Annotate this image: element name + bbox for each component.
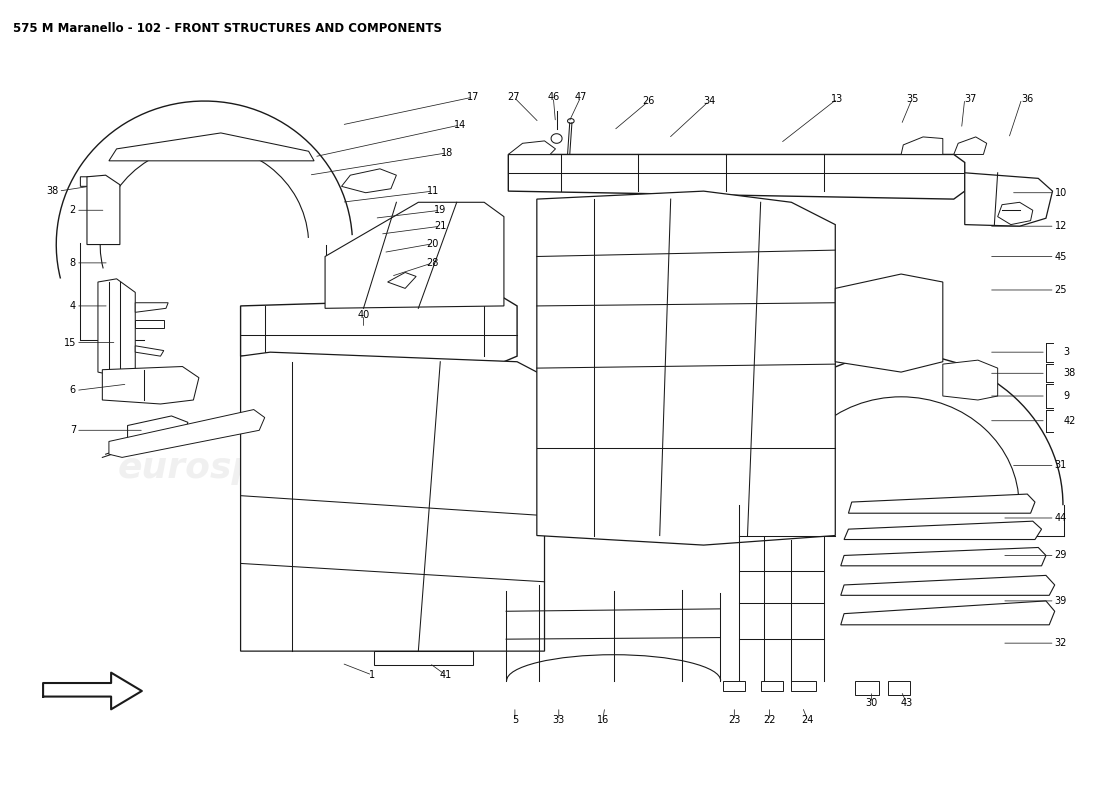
Text: 17: 17	[468, 92, 480, 102]
Polygon shape	[508, 154, 965, 199]
Polygon shape	[341, 169, 396, 193]
Text: 16: 16	[596, 715, 608, 726]
Polygon shape	[901, 137, 943, 154]
Polygon shape	[998, 202, 1033, 225]
Text: eurospares: eurospares	[118, 450, 346, 485]
Polygon shape	[241, 352, 544, 651]
Text: 23: 23	[728, 715, 740, 726]
Polygon shape	[724, 681, 746, 691]
Polygon shape	[374, 651, 473, 665]
Text: 5: 5	[512, 715, 518, 726]
Text: 12: 12	[1055, 222, 1067, 231]
Polygon shape	[87, 175, 120, 245]
Text: 36: 36	[1022, 94, 1034, 104]
Text: 38: 38	[46, 186, 58, 196]
Text: 43: 43	[901, 698, 913, 708]
Text: eurospares: eurospares	[601, 450, 829, 485]
Polygon shape	[840, 601, 1055, 625]
Polygon shape	[848, 494, 1035, 514]
Text: 30: 30	[866, 698, 878, 708]
Polygon shape	[109, 410, 265, 458]
Polygon shape	[965, 173, 1053, 226]
Text: 20: 20	[427, 238, 439, 249]
Polygon shape	[508, 141, 556, 154]
Text: 21: 21	[434, 222, 447, 231]
Text: 44: 44	[1055, 513, 1067, 523]
Polygon shape	[954, 137, 987, 154]
Text: 32: 32	[1055, 638, 1067, 648]
Polygon shape	[98, 279, 135, 376]
Text: 3: 3	[1064, 347, 1069, 357]
Text: 11: 11	[427, 186, 439, 196]
Text: 41: 41	[440, 670, 452, 680]
Polygon shape	[109, 133, 315, 161]
Text: 14: 14	[454, 120, 466, 130]
Text: 39: 39	[1055, 596, 1067, 606]
Text: 18: 18	[441, 148, 453, 158]
Text: 46: 46	[547, 92, 560, 102]
Text: 40: 40	[358, 310, 370, 320]
Text: 33: 33	[552, 715, 565, 726]
Text: 8: 8	[70, 258, 76, 268]
Polygon shape	[855, 681, 879, 695]
Polygon shape	[840, 547, 1046, 566]
Polygon shape	[102, 366, 199, 404]
Polygon shape	[387, 273, 416, 288]
Polygon shape	[537, 191, 835, 545]
Text: 22: 22	[763, 715, 776, 726]
Text: 42: 42	[1064, 416, 1076, 426]
Polygon shape	[888, 681, 910, 695]
Text: 27: 27	[507, 92, 520, 102]
Text: 37: 37	[965, 94, 977, 104]
Polygon shape	[844, 521, 1042, 539]
Text: 29: 29	[1055, 550, 1067, 561]
Text: 25: 25	[1055, 285, 1067, 295]
Text: 26: 26	[642, 96, 654, 106]
Text: 38: 38	[1064, 368, 1076, 378]
Text: 575 M Maranello - 102 - FRONT STRUCTURES AND COMPONENTS: 575 M Maranello - 102 - FRONT STRUCTURES…	[13, 22, 442, 35]
Polygon shape	[241, 298, 517, 362]
Text: 4: 4	[70, 301, 76, 311]
Text: 13: 13	[832, 94, 844, 104]
Text: 10: 10	[1055, 188, 1067, 198]
Text: 6: 6	[70, 386, 76, 395]
Text: 19: 19	[434, 206, 447, 215]
Polygon shape	[135, 302, 168, 312]
Polygon shape	[835, 274, 943, 372]
Text: 28: 28	[427, 258, 439, 268]
Text: 31: 31	[1055, 460, 1067, 470]
Text: 2: 2	[69, 206, 76, 215]
Text: 1: 1	[370, 670, 375, 680]
Polygon shape	[326, 202, 504, 308]
Text: 47: 47	[574, 92, 587, 102]
Text: 24: 24	[802, 715, 814, 726]
Text: 7: 7	[69, 426, 76, 435]
Text: 15: 15	[64, 338, 76, 347]
Polygon shape	[128, 416, 188, 438]
Text: 34: 34	[703, 96, 715, 106]
Polygon shape	[43, 673, 142, 710]
Polygon shape	[135, 346, 164, 356]
Polygon shape	[80, 177, 102, 186]
Text: 45: 45	[1055, 251, 1067, 262]
Text: 35: 35	[906, 94, 918, 104]
Polygon shape	[791, 681, 815, 691]
Text: 9: 9	[1064, 391, 1069, 401]
Polygon shape	[840, 575, 1055, 595]
Polygon shape	[943, 360, 998, 400]
Polygon shape	[135, 320, 164, 328]
Polygon shape	[761, 681, 782, 691]
